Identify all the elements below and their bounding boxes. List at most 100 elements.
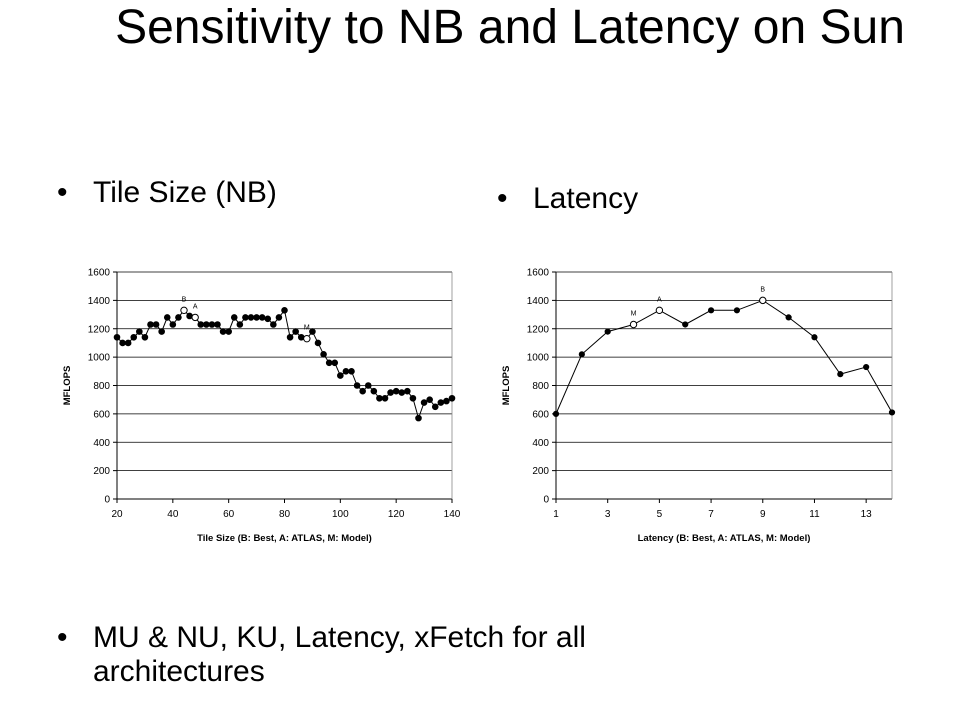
data-point [437, 399, 445, 406]
bullet-dot: • [57, 176, 68, 209]
data-point [292, 328, 299, 335]
x-tick-label: 3 [605, 509, 611, 520]
data-point [141, 333, 149, 341]
x-tick-label: 80 [279, 509, 291, 520]
bullet-tile-size-text: Tile Size (NB) [93, 176, 277, 209]
x-tick-label: 5 [657, 509, 663, 520]
data-point-highlighted [655, 306, 664, 315]
x-tick-label: 60 [223, 509, 235, 520]
data-point [225, 328, 232, 335]
bullet-dot: • [497, 182, 508, 215]
data-point [431, 403, 439, 411]
data-point [124, 339, 132, 347]
data-point [281, 307, 288, 314]
data-point-highlighted [191, 313, 199, 322]
x-tick-label: 1 [553, 509, 559, 520]
data-point [398, 389, 406, 396]
x-tick-label: 120 [388, 509, 405, 520]
x-tick-label: 7 [708, 509, 714, 520]
data-point [811, 334, 818, 341]
y-tick-label: 1400 [88, 296, 111, 307]
annotation-label: A [657, 296, 662, 303]
data-point [314, 339, 322, 347]
data-point [113, 333, 121, 341]
x-axis-title: Latency (B: Best, A: ATLAS, M: Model) [638, 533, 811, 544]
data-point [409, 394, 417, 402]
y-tick-label: 1600 [527, 268, 550, 279]
bullet-latency-text: Latency [533, 182, 639, 215]
data-point [364, 382, 372, 389]
data-point [370, 387, 378, 395]
data-point [604, 328, 611, 335]
series-line [116, 309, 453, 420]
x-tick-label: 140 [444, 509, 461, 520]
data-point [169, 321, 177, 328]
y-tick-label: 800 [532, 381, 549, 392]
data-point [275, 314, 283, 321]
data-point-highlighted [303, 334, 311, 343]
y-tick-label: 200 [93, 466, 110, 477]
annotation-label: A [193, 303, 198, 310]
data-point [258, 314, 266, 321]
y-tick-label: 1400 [527, 296, 550, 307]
y-tick-label: 600 [532, 409, 549, 420]
x-tick-label: 40 [167, 509, 179, 520]
y-tick-label: 1200 [88, 324, 111, 335]
data-point [863, 363, 870, 371]
data-point [270, 321, 277, 328]
chart-1: 0 200 400 600 800 1000 1200 1400 1600 20 40 60 80 100… [62, 268, 461, 545]
data-point [785, 314, 792, 321]
data-point [219, 328, 227, 335]
annotation-label: B [760, 286, 765, 293]
data-point [286, 333, 294, 341]
x-tick-label: 100 [332, 509, 349, 520]
data-point [353, 382, 361, 389]
data-point [443, 397, 450, 405]
annotation-label: B [182, 296, 187, 303]
data-point [682, 321, 689, 328]
y-tick-label: 1200 [527, 324, 550, 335]
y-tick-label: 1000 [527, 353, 550, 364]
data-point [387, 389, 394, 396]
data-point-highlighted [180, 306, 188, 315]
data-point [236, 321, 244, 328]
x-tick-label: 20 [111, 509, 123, 520]
y-tick-label: 0 [104, 495, 110, 506]
y-tick-label: 1000 [88, 353, 111, 364]
data-point [242, 314, 249, 321]
data-point [448, 394, 456, 402]
data-point [359, 387, 366, 395]
y-tick-label: 1600 [88, 268, 111, 279]
data-point [309, 328, 316, 335]
data-point [208, 321, 216, 328]
data-point [888, 409, 896, 416]
data-point [147, 321, 154, 328]
data-point [163, 314, 171, 321]
bullet-dot: • [57, 621, 68, 654]
data-point [404, 387, 411, 395]
data-point [214, 321, 221, 328]
data-point-highlighted [759, 296, 767, 305]
data-point [392, 387, 400, 395]
annotation-label: M [631, 310, 637, 317]
y-tick-label: 400 [532, 438, 549, 449]
data-point [230, 314, 238, 321]
data-point [253, 314, 260, 321]
data-point [325, 359, 333, 367]
y-axis-title: MFLOPS [501, 366, 512, 406]
y-axis-title: MFLOPS [62, 366, 73, 406]
data-point [707, 307, 715, 314]
data-point [348, 368, 355, 375]
data-point [331, 359, 339, 367]
data-point [264, 315, 272, 323]
data-point [552, 410, 560, 417]
data-point [381, 394, 389, 402]
slide-title: Sensitivity to NB and Latency on Sun [115, 1, 905, 54]
data-point [837, 371, 844, 378]
x-tick-label: 13 [861, 509, 873, 520]
data-point [136, 328, 143, 335]
annotation-label: M [304, 325, 310, 332]
data-point [247, 314, 255, 321]
